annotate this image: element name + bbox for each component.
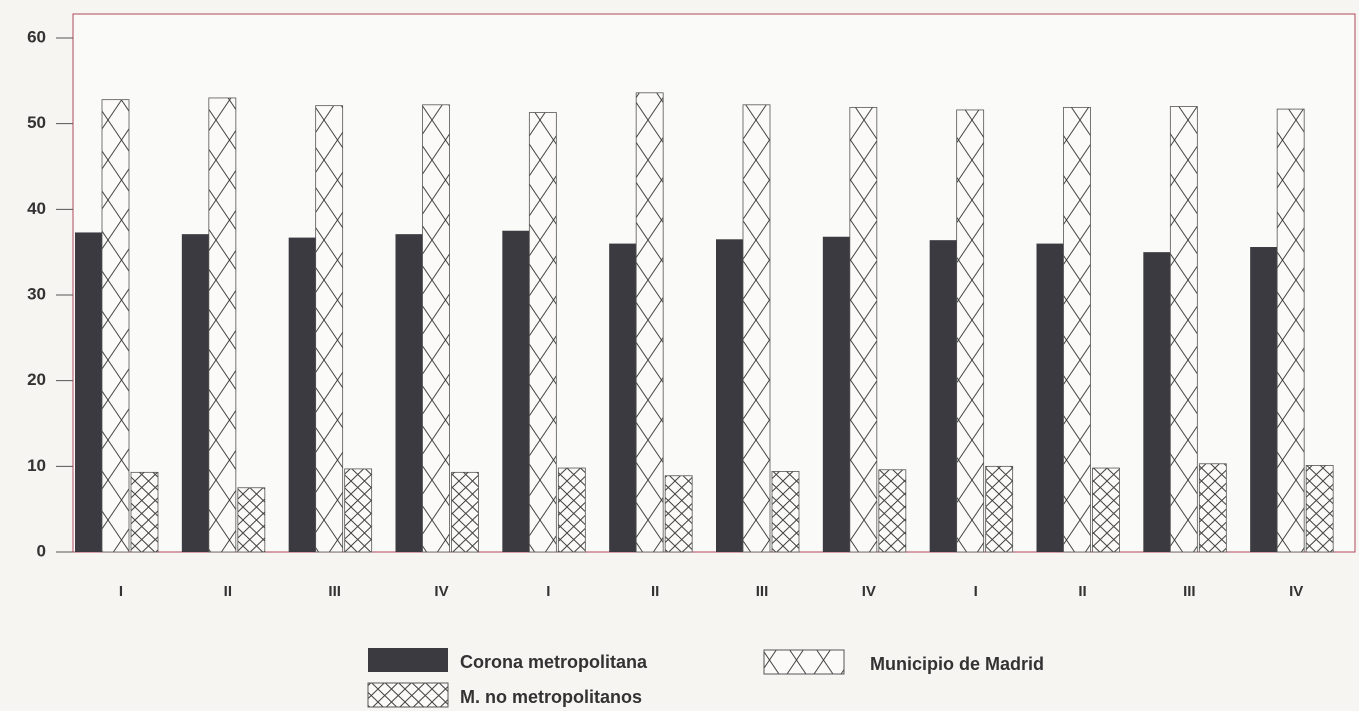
- y-tick-label: 50: [27, 113, 46, 132]
- legend-swatch: [367, 682, 449, 708]
- bar: [609, 243, 637, 553]
- bar: [315, 105, 344, 553]
- x-tick-label: I: [119, 583, 123, 600]
- bar: [1143, 252, 1171, 552]
- x-tick-label: II: [651, 583, 659, 600]
- x-tick-label: III: [328, 583, 341, 600]
- bar: [878, 469, 907, 553]
- bar: [1276, 108, 1305, 553]
- bar: [1063, 106, 1091, 553]
- bar: [181, 234, 209, 552]
- x-tick-label: IV: [862, 583, 876, 600]
- bar: [502, 230, 530, 552]
- y-tick-label: 0: [37, 541, 46, 560]
- bar: [664, 475, 693, 553]
- bar: [1198, 463, 1227, 553]
- bar: [1305, 465, 1334, 553]
- bar: [451, 471, 479, 553]
- y-tick-label: 10: [27, 456, 46, 475]
- bar: [1250, 247, 1278, 552]
- bar: [716, 239, 743, 553]
- legend-swatch: [763, 649, 845, 675]
- bar: [130, 471, 159, 553]
- x-tick-label: I: [546, 583, 550, 600]
- x-tick-label: III: [1183, 583, 1196, 600]
- bar: [956, 109, 985, 553]
- bar: [101, 99, 130, 553]
- bar: [237, 487, 266, 553]
- bar: [771, 471, 800, 553]
- bar: [822, 236, 850, 552]
- bar: [849, 106, 878, 553]
- bar: [528, 112, 557, 553]
- bar: [422, 104, 450, 553]
- bar: [1092, 467, 1120, 553]
- bar: [557, 467, 586, 553]
- bar: [288, 237, 316, 553]
- legend-swatch: [368, 648, 448, 672]
- y-tick-label: 30: [27, 284, 46, 303]
- bar: [1169, 106, 1198, 553]
- plot-frame: [72, 13, 1356, 553]
- legend-label: M. no metropolitanos: [460, 687, 642, 707]
- bar: [395, 234, 423, 552]
- x-tick-label: IV: [1289, 583, 1303, 600]
- x-tick-label: II: [1078, 583, 1086, 600]
- bar: [344, 468, 373, 553]
- x-tick-label: II: [224, 583, 232, 600]
- legend-label: Corona metropolitana: [460, 652, 648, 672]
- bar: [75, 232, 102, 552]
- y-tick-label: 40: [27, 199, 46, 218]
- bar: [1036, 243, 1064, 553]
- legend-label: Municipio de Madrid: [870, 654, 1044, 674]
- bar: [985, 465, 1014, 553]
- y-tick-label: 20: [27, 370, 46, 389]
- x-tick-label: I: [974, 583, 978, 600]
- bar: [208, 97, 237, 553]
- bar: [929, 240, 957, 553]
- y-tick-label: 60: [27, 27, 46, 46]
- bar: [635, 92, 664, 553]
- bar: [742, 104, 771, 553]
- x-tick-label: IV: [434, 583, 448, 600]
- x-tick-label: III: [756, 583, 769, 600]
